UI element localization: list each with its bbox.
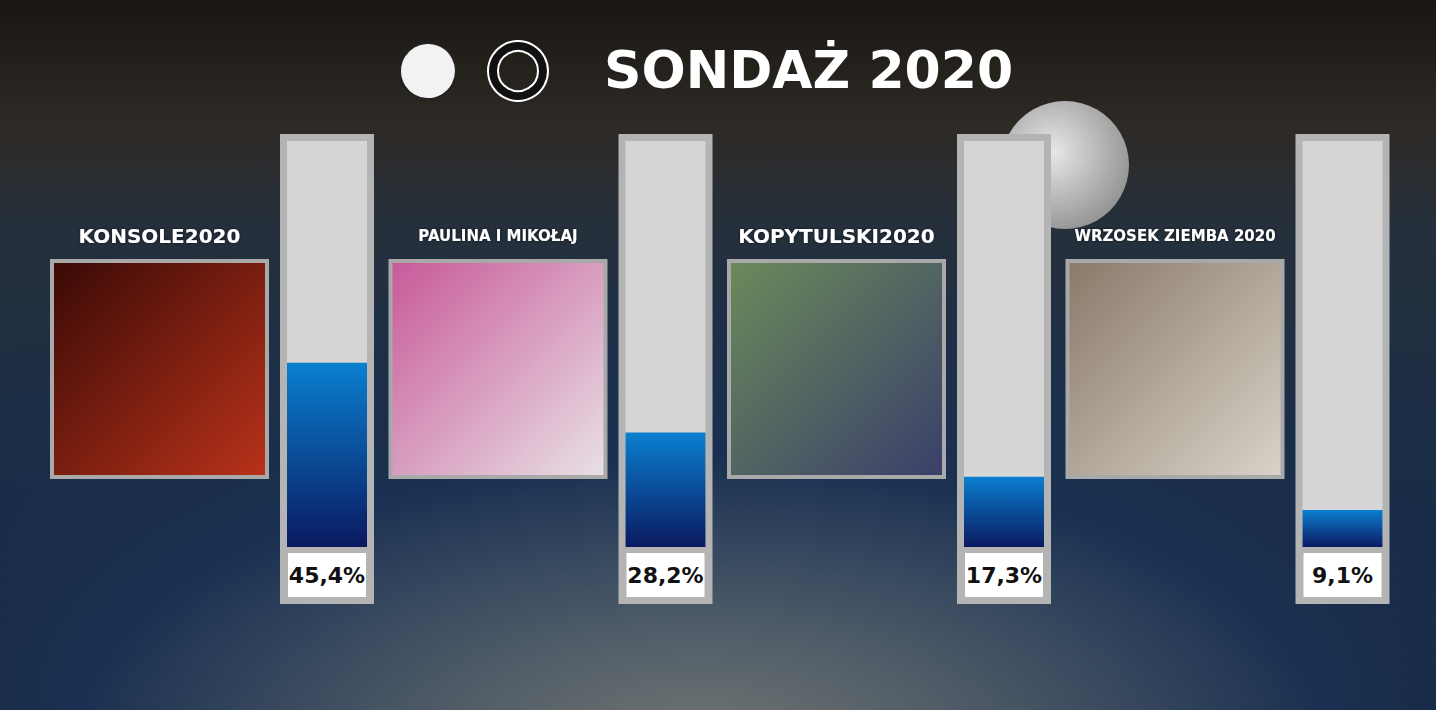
- svg-text:PAULINA I MIKOŁAJ: PAULINA I MIKOŁAJ: [418, 227, 577, 245]
- svg-text:28,2%: 28,2%: [627, 563, 703, 588]
- svg-text:KONSOLE2020: KONSOLE2020: [79, 224, 241, 248]
- svg-text:45,4%: 45,4%: [289, 563, 365, 588]
- svg-text:WRZOSEK ZIEMBA 2020: WRZOSEK ZIEMBA 2020: [1074, 227, 1275, 245]
- svg-text:9,1%: 9,1%: [1312, 563, 1373, 588]
- svg-text:17,3%: 17,3%: [966, 563, 1042, 588]
- svg-text:SONDAŻ 2020: SONDAŻ 2020: [604, 40, 1013, 100]
- svg-text:KOPYTULSKI2020: KOPYTULSKI2020: [738, 224, 934, 248]
